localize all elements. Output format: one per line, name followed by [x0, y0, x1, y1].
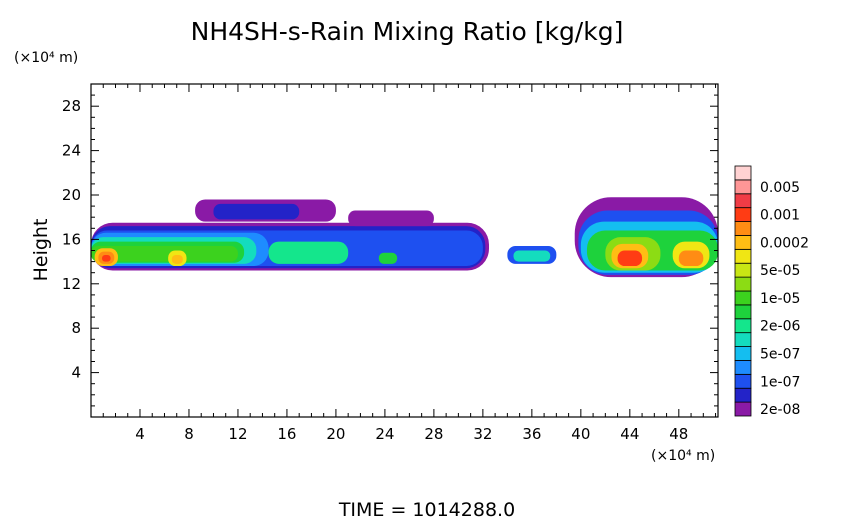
- x-tick-label: 44: [620, 425, 639, 443]
- x-tick-label: 20: [326, 425, 345, 443]
- legend-swatch: [734, 276, 752, 292]
- chart-title: NH4SH-s-Rain Mixing Ratio [kg/kg]: [191, 17, 624, 46]
- y-tick-label: 8: [71, 319, 81, 337]
- legend-swatch: [734, 346, 752, 361]
- legend-swatch: [734, 304, 752, 320]
- legend-label: 2e-06: [760, 319, 800, 335]
- x-tick-label: 24: [375, 425, 394, 443]
- contour-region: [102, 254, 111, 262]
- legend-label: 0.005: [760, 180, 800, 196]
- contour-region: [678, 250, 704, 267]
- legend-label: 5e-05: [760, 263, 800, 279]
- legend-swatch: [734, 207, 752, 222]
- y-tick-label: 24: [62, 142, 81, 160]
- legend-swatch: [734, 193, 752, 209]
- legend-swatch: [734, 165, 752, 181]
- legend-swatch: [734, 221, 752, 236]
- time-footer: TIME = 1014288.0: [338, 499, 515, 519]
- legend-label: 1e-07: [760, 374, 800, 390]
- contour-fill-layer: [91, 197, 718, 278]
- x-tick-labels: 4 8 12 16 20 24 28 32 36 40 44 48: [135, 425, 688, 443]
- x-tick-label: 36: [522, 425, 541, 443]
- legend-label: 5e-07: [760, 347, 800, 363]
- x-tick-label: 40: [571, 425, 590, 443]
- y-tick-label: 16: [62, 230, 81, 248]
- legend-label: 0.001: [760, 208, 800, 224]
- legend-label: 0.0002: [760, 235, 809, 251]
- x-tick-label: 28: [424, 425, 443, 443]
- contour-region: [617, 250, 643, 267]
- y-axis-label: Height: [30, 219, 52, 282]
- y-tick-label: 4: [71, 364, 81, 382]
- legend-swatch: [734, 179, 752, 195]
- x-unit-label: (×10⁴ m): [651, 448, 715, 464]
- legend-swatch: [734, 360, 752, 375]
- legend-swatch: [734, 248, 752, 264]
- y-tick-label: 12: [62, 275, 81, 293]
- contour-region: [268, 241, 349, 264]
- legend-label: 1e-05: [760, 291, 800, 307]
- legend-swatch: [734, 262, 752, 278]
- contour-region: [91, 246, 238, 262]
- contour-region: [513, 250, 551, 262]
- y-unit-label: (×10⁴ m): [14, 50, 78, 66]
- contour-region: [348, 210, 434, 227]
- x-tick-label: 8: [184, 425, 194, 443]
- legend-swatch: [734, 318, 752, 334]
- color-legend: 2e-08 1e-07 5e-07 2e-06 1e-05 5e-05 0.0002 0.00…: [734, 165, 809, 418]
- legend-swatch: [734, 290, 752, 306]
- legend-label: 2e-08: [760, 402, 800, 418]
- x-tick-label: 32: [473, 425, 492, 443]
- x-tick-label: 48: [669, 425, 688, 443]
- contour-region: [213, 203, 300, 220]
- y-tick-labels: 4 8 12 16 20 24 28: [62, 97, 81, 381]
- x-tick-label: 16: [277, 425, 296, 443]
- axis-ticks: [91, 84, 718, 417]
- y-tick-label: 20: [62, 186, 81, 204]
- x-tick-label: 12: [228, 425, 247, 443]
- legend-swatch: [734, 373, 752, 389]
- legend-swatch: [734, 235, 752, 250]
- contour-region: [378, 252, 398, 264]
- legend-swatch: [734, 332, 752, 347]
- contour-region: [171, 254, 183, 264]
- legend-swatch: [734, 401, 752, 417]
- x-tick-label: 4: [135, 425, 145, 443]
- legend-swatch: [734, 387, 752, 403]
- y-tick-label: 28: [62, 97, 81, 115]
